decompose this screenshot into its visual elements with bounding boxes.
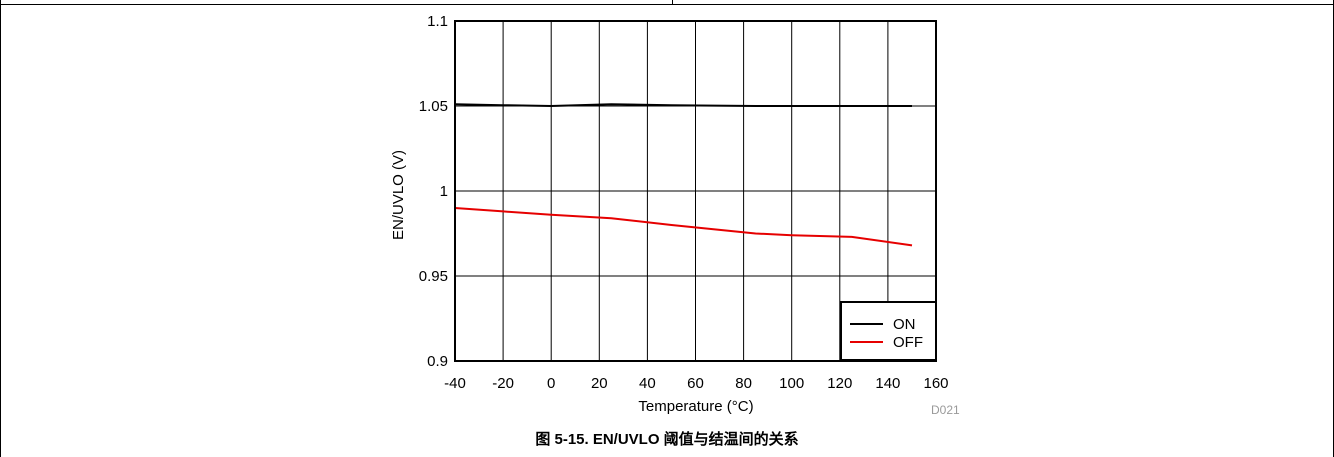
x-tick-label: 100 xyxy=(779,375,804,392)
series-line-off xyxy=(454,207,913,247)
series-layer xyxy=(454,103,913,247)
figure-caption: 图 5-15. EN/UVLO 阈值与结温间的关系 xyxy=(535,431,799,448)
line-chart: -40 -20 0 20 40 60 80 100 120 140 160 0.9 0.95 1 1.05… xyxy=(390,13,960,417)
x-axis-label: Temperature (°C) xyxy=(638,398,753,415)
x-tick-label: 0 xyxy=(547,375,555,392)
x-tick-label: -40 xyxy=(444,375,466,392)
y-tick-label: 0.95 xyxy=(419,268,448,285)
x-tick-label: 80 xyxy=(735,375,752,392)
y-tick-label: 0.9 xyxy=(427,353,448,370)
x-tick-labels: -40 -20 0 20 40 60 80 100 120 140 160 xyxy=(444,375,948,392)
y-tick-labels: 0.9 0.95 1 1.05 1.1 xyxy=(419,13,448,370)
x-tick-label: 120 xyxy=(827,375,852,392)
series-line-on xyxy=(454,103,912,107)
x-tick-label: 160 xyxy=(923,375,948,392)
y-tick-label: 1 xyxy=(440,183,448,200)
x-tick-label: 140 xyxy=(875,375,900,392)
x-tick-label: 20 xyxy=(591,375,608,392)
x-tick-label: 40 xyxy=(639,375,656,392)
plot-border xyxy=(454,20,937,362)
y-axis-label: EN/UVLO (V) xyxy=(390,150,407,240)
figure-code-annotation: D021 xyxy=(931,403,960,417)
legend-box xyxy=(840,301,937,361)
legend-label-on: ON xyxy=(893,316,916,333)
y-tick-label: 1.05 xyxy=(419,98,448,115)
x-tick-label: 60 xyxy=(687,375,704,392)
legend: ON OFF xyxy=(840,301,937,361)
y-tick-label: 1.1 xyxy=(427,13,448,30)
legend-label-off: OFF xyxy=(893,334,923,351)
x-tick-label: -20 xyxy=(492,375,514,392)
